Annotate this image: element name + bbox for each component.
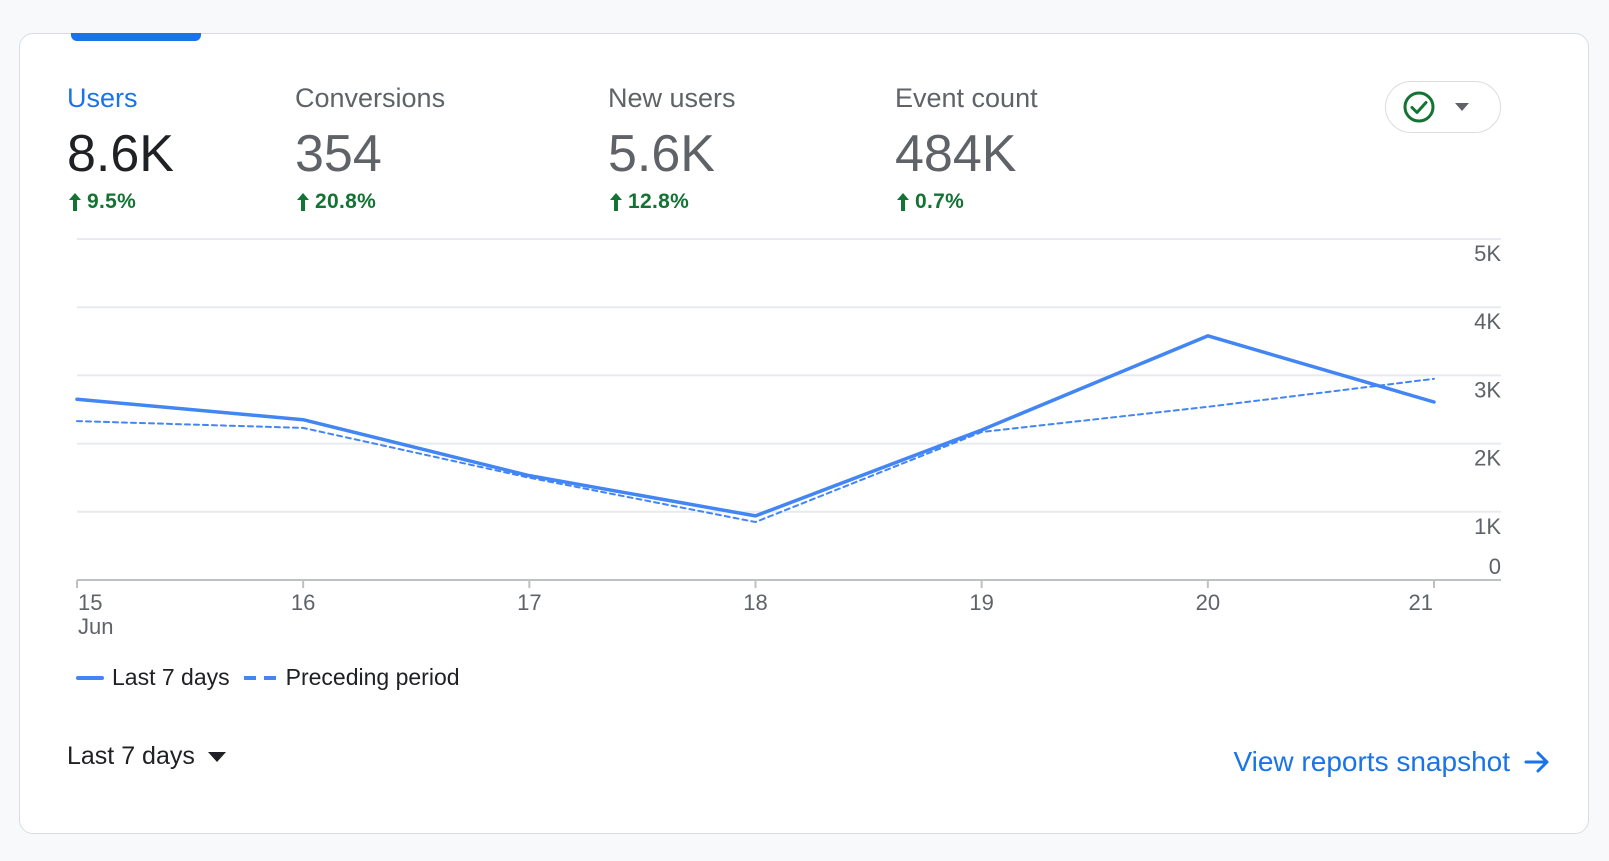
legend-item-previous: Preceding period: [243, 664, 460, 691]
arrow-up-icon: [610, 193, 622, 211]
metric-change: 20.8%: [295, 190, 445, 214]
date-range-label: Last 7 days: [67, 742, 195, 770]
date-range-dropdown[interactable]: Last 7 days: [67, 742, 227, 771]
legend-label-current: Last 7 days: [112, 664, 230, 690]
x-tick-label: 18: [743, 590, 767, 615]
metric-change: 0.7%: [895, 190, 1038, 214]
metric-value: 5.6K: [608, 125, 715, 183]
x-tick-label: 20: [1196, 590, 1220, 615]
arrow-right-icon: [1524, 751, 1549, 773]
series-line-last-7-days: [75, 334, 1436, 518]
metric-label: Event count: [895, 83, 1038, 113]
metric-users[interactable]: Users 8.6K 9.5%: [67, 82, 174, 232]
metric-change-value: 12.8%: [628, 190, 690, 213]
y-tick-label: 1K: [1474, 514, 1501, 539]
x-tick-label: 15: [78, 590, 102, 615]
series-line-preceding-period: [76, 377, 1435, 524]
arrow-up-icon: [297, 193, 309, 211]
y-tick-label: 5K: [1474, 241, 1501, 266]
home-overview-card: Users 8.6K 9.5% Conversions 354 20.8% Ne…: [19, 33, 1589, 834]
snapshot-link-label: View reports snapshot: [1233, 746, 1510, 777]
x-tick-label: 16: [291, 590, 315, 615]
metric-change: 12.8%: [608, 190, 736, 214]
metric-label: New users: [608, 83, 736, 113]
metric-change-value: 0.7%: [915, 190, 965, 213]
metric-new-users[interactable]: New users 5.6K 12.8%: [608, 82, 736, 232]
dashed-line-swatch-icon: [243, 675, 276, 680]
y-tick-label: 4K: [1474, 309, 1501, 334]
y-tick-label: 3K: [1474, 377, 1501, 402]
x-tick-label: 21: [1409, 590, 1433, 615]
metric-change-value: 20.8%: [315, 190, 377, 213]
users-line-chart: 5K 4K 3K 2K 1K 0 15 16 17 18 19 20 21 Jun: [75, 238, 1501, 639]
metric-event-count[interactable]: Event count 484K 0.7%: [895, 82, 1038, 232]
metric-conversions[interactable]: Conversions 354 20.8%: [295, 82, 445, 232]
metric-value: 8.6K: [67, 125, 174, 183]
caret-down-icon: [1455, 103, 1469, 111]
metric-label: Users: [67, 83, 138, 113]
metric-value: 484K: [895, 125, 1017, 183]
chart-legend: Last 7 days Preceding period: [76, 664, 474, 691]
y-tick-label: 2K: [1474, 446, 1501, 471]
arrow-up-icon: [69, 193, 81, 211]
selected-metric-indicator: [71, 33, 201, 41]
metric-value: 354: [295, 125, 382, 183]
arrow-up-icon: [897, 193, 909, 211]
metric-label: Conversions: [295, 83, 446, 113]
metric-change: 9.5%: [67, 190, 174, 214]
metric-change-value: 9.5%: [87, 190, 137, 213]
legend-item-current: Last 7 days: [76, 664, 230, 691]
x-tick-label: 19: [969, 590, 993, 615]
comparison-toggle-button[interactable]: [1385, 81, 1501, 133]
view-reports-snapshot-link[interactable]: View reports snapshot: [1233, 746, 1550, 778]
x-tick-label: 17: [517, 590, 541, 615]
legend-label-previous: Preceding period: [285, 664, 460, 690]
caret-down-icon: [207, 751, 226, 762]
y-tick-label: 0: [1489, 554, 1501, 579]
solid-line-swatch-icon: [76, 675, 104, 680]
x-month-label: Jun: [78, 614, 113, 639]
check-circle-icon: [1403, 91, 1435, 123]
